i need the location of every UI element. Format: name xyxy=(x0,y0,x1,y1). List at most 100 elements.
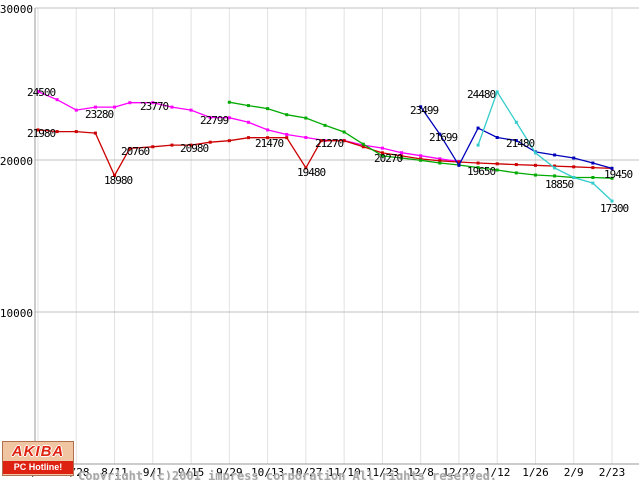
data-point-red xyxy=(591,166,595,170)
data-point-red xyxy=(342,139,346,143)
data-point-green xyxy=(342,130,346,134)
data-point-red xyxy=(36,128,40,132)
data-point-green xyxy=(476,166,480,170)
data-point-magenta xyxy=(380,146,384,150)
x-tick-label: 9/1 xyxy=(143,466,163,479)
data-point-red xyxy=(400,154,404,158)
data-point-red xyxy=(227,139,231,143)
data-point-magenta xyxy=(208,115,212,119)
data-point-red xyxy=(74,130,78,134)
data-point-green xyxy=(304,116,308,120)
data-point-cyan xyxy=(553,166,557,170)
data-point-green xyxy=(591,175,595,179)
data-point-red xyxy=(572,165,576,169)
data-point-magenta xyxy=(74,108,78,112)
data-point-green xyxy=(285,113,289,117)
x-tick-label: 10/27 xyxy=(289,466,322,479)
x-tick-label: 9/29 xyxy=(216,466,243,479)
data-point-blue xyxy=(438,132,442,136)
data-point-blue xyxy=(457,163,461,167)
data-point-red xyxy=(380,151,384,155)
x-tick-label: 2/23 xyxy=(599,466,626,479)
data-point-blue xyxy=(514,139,518,143)
data-point-magenta xyxy=(128,101,132,105)
data-point-magenta xyxy=(304,136,308,140)
data-point-red xyxy=(514,163,518,167)
data-point-cyan xyxy=(476,143,480,147)
akiba-pc-hotline-logo: AKIBA PC Hotline! xyxy=(2,441,74,476)
data-point-red xyxy=(151,145,155,149)
logo-akiba-text: AKIBA xyxy=(11,443,65,460)
data-point-magenta xyxy=(189,108,193,112)
data-point-green xyxy=(380,154,384,158)
data-point-red xyxy=(113,174,117,178)
data-point-green xyxy=(323,123,327,127)
data-point-green xyxy=(246,104,250,108)
data-point-green xyxy=(495,168,499,172)
data-point-magenta xyxy=(93,105,97,109)
data-point-blue xyxy=(553,153,557,157)
data-point-magenta xyxy=(438,157,442,161)
data-point-green xyxy=(610,176,614,180)
data-point-green xyxy=(553,174,557,178)
data-point-cyan xyxy=(591,181,595,185)
x-tick-label: 1/26 xyxy=(522,466,549,479)
data-point-red xyxy=(495,162,499,166)
data-point-magenta xyxy=(151,101,155,105)
copyright-block: Copyright (c)2001 impress corporation Al… xyxy=(78,439,497,480)
data-point-magenta xyxy=(170,105,174,109)
data-point-red xyxy=(319,139,323,143)
data-point-magenta xyxy=(36,90,40,94)
data-point-red xyxy=(189,143,193,147)
data-point-red xyxy=(553,164,557,168)
data-point-magenta xyxy=(246,120,250,124)
data-point-blue xyxy=(476,126,480,130)
data-point-magenta xyxy=(266,128,270,132)
y-tick-label: 20000 xyxy=(0,155,33,168)
y-tick-label: 30000 xyxy=(0,3,33,16)
data-point-red xyxy=(304,166,308,170)
x-tick-label: 2/9 xyxy=(564,466,584,479)
data-point-green xyxy=(266,107,270,111)
data-point-red xyxy=(208,140,212,144)
data-point-red xyxy=(93,131,97,135)
data-point-magenta xyxy=(400,151,404,155)
x-tick-label: 11/10 xyxy=(328,466,361,479)
data-point-cyan xyxy=(572,175,576,179)
data-point-red xyxy=(246,136,250,140)
copyright-line-1: Copyright (c)2001 impress corporation Al… xyxy=(78,469,498,480)
x-tick-label: 1/12 xyxy=(484,466,511,479)
x-tick-label: 9/15 xyxy=(178,466,205,479)
x-tick-label: 10/13 xyxy=(251,466,284,479)
x-tick-label: 8/11 xyxy=(101,466,128,479)
data-point-red xyxy=(170,143,174,147)
footer-branding: AKIBA PC Hotline! Copyright (c)2001 impr… xyxy=(0,438,640,480)
data-point-blue xyxy=(610,166,614,170)
logo-pc-hotline-text: PC Hotline! xyxy=(3,461,73,474)
data-point-cyan xyxy=(610,199,614,203)
data-point-red xyxy=(533,163,537,167)
data-point-green xyxy=(514,171,518,175)
data-point-green xyxy=(361,142,365,146)
data-point-cyan xyxy=(533,151,537,155)
data-point-green xyxy=(438,161,442,165)
data-point-blue xyxy=(591,161,595,165)
data-point-red xyxy=(361,145,365,149)
x-tick-label: 12/8 xyxy=(407,466,434,479)
data-point-red xyxy=(266,136,270,140)
x-tick-label: 12/22 xyxy=(442,466,475,479)
data-point-magenta xyxy=(419,154,423,158)
data-point-magenta xyxy=(113,105,117,109)
series-line-cyan xyxy=(477,90,613,202)
data-point-cyan xyxy=(495,90,499,94)
data-point-magenta xyxy=(285,132,289,136)
series-line-magenta xyxy=(37,91,459,163)
y-tick-label: 10000 xyxy=(0,307,33,320)
series-line-blue xyxy=(420,106,613,170)
data-point-green xyxy=(533,173,537,177)
data-point-red xyxy=(438,159,442,163)
data-point-blue xyxy=(419,105,423,109)
data-point-red xyxy=(285,136,289,140)
